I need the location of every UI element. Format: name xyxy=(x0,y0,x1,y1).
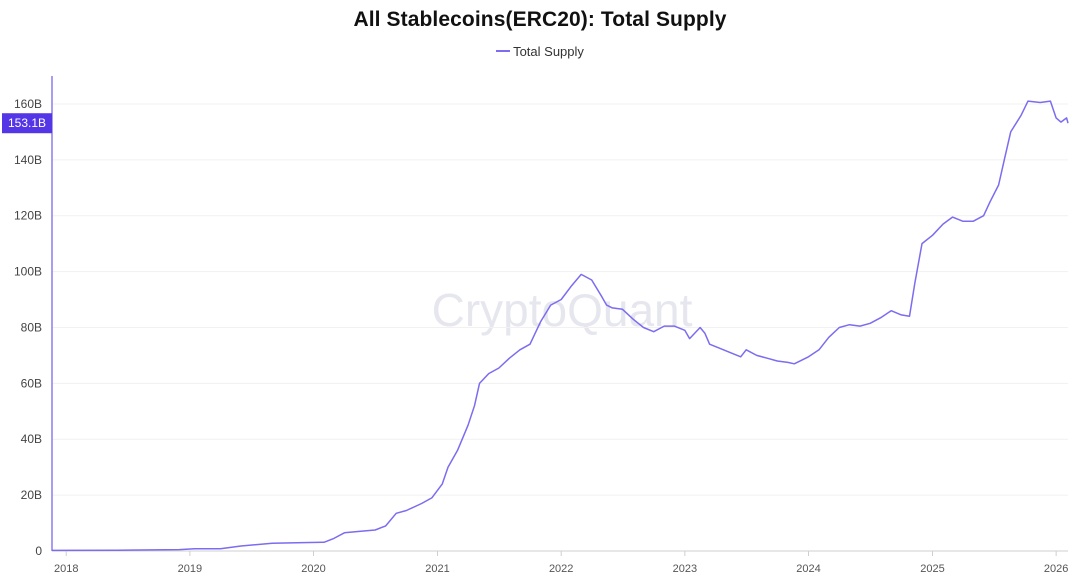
y-tick-label: 60B xyxy=(21,376,42,390)
x-tick-label: 2023 xyxy=(673,563,697,575)
series-line-total-supply[interactable] xyxy=(51,100,1069,552)
x-tick-label: 2024 xyxy=(796,563,820,575)
x-tick-label: 2020 xyxy=(301,563,325,575)
x-tick-label: 2022 xyxy=(549,563,573,575)
chart-title: All Stablecoins(ERC20): Total Supply xyxy=(353,8,727,31)
x-tick-label: 2025 xyxy=(920,563,944,575)
x-tick-label: 2018 xyxy=(54,563,78,575)
y-tick-label: 20B xyxy=(21,488,42,502)
last-value-label: 153.1B xyxy=(8,116,46,130)
y-tick-label: 120B xyxy=(14,209,42,223)
legend-swatch xyxy=(496,49,511,52)
y-tick-label: 100B xyxy=(14,265,42,279)
y-tick-label: 0 xyxy=(35,544,42,558)
x-tick-label: 2026 xyxy=(1044,563,1068,575)
x-tick-label: 2019 xyxy=(178,563,202,575)
y-tick-label: 140B xyxy=(14,153,42,167)
legend[interactable]: Total Supply xyxy=(0,44,1080,59)
x-tick-label: 2021 xyxy=(425,563,449,575)
y-tick-label: 160B xyxy=(14,97,42,111)
legend-label: Total Supply xyxy=(513,44,584,59)
y-tick-label: 80B xyxy=(21,320,42,334)
watermark: CryptoQuant xyxy=(432,284,693,336)
last-value-badge xyxy=(2,113,52,134)
y-tick-label: 40B xyxy=(21,432,42,446)
